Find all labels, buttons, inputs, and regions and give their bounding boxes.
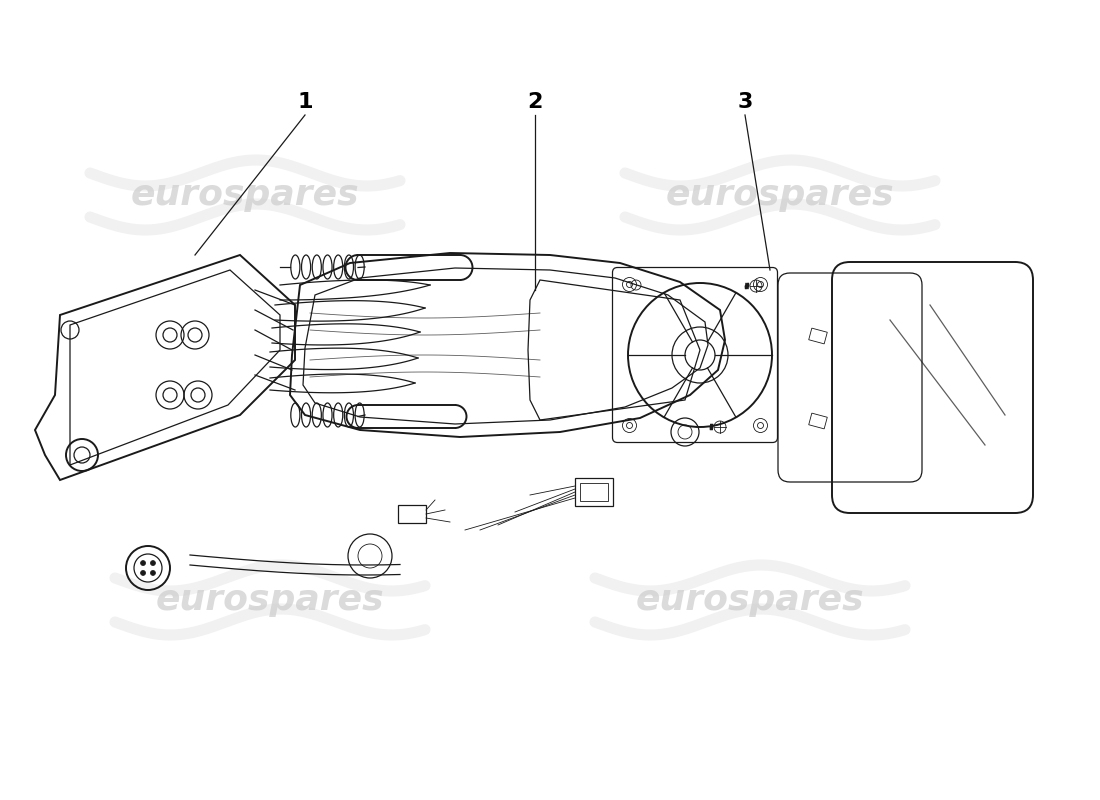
Circle shape — [141, 561, 145, 566]
Bar — [580, 483, 608, 501]
Circle shape — [151, 570, 155, 575]
Text: eurospares: eurospares — [666, 178, 894, 212]
Bar — [398, 505, 426, 523]
Bar — [808, 413, 827, 429]
Text: 1: 1 — [297, 92, 312, 112]
Bar — [808, 328, 827, 344]
Circle shape — [151, 561, 155, 566]
Text: eurospares: eurospares — [131, 178, 360, 212]
Text: eurospares: eurospares — [156, 583, 384, 617]
Text: eurospares: eurospares — [636, 583, 865, 617]
Circle shape — [141, 570, 145, 575]
Text: 2: 2 — [527, 92, 542, 112]
Text: 3: 3 — [737, 92, 752, 112]
Bar — [575, 478, 613, 506]
